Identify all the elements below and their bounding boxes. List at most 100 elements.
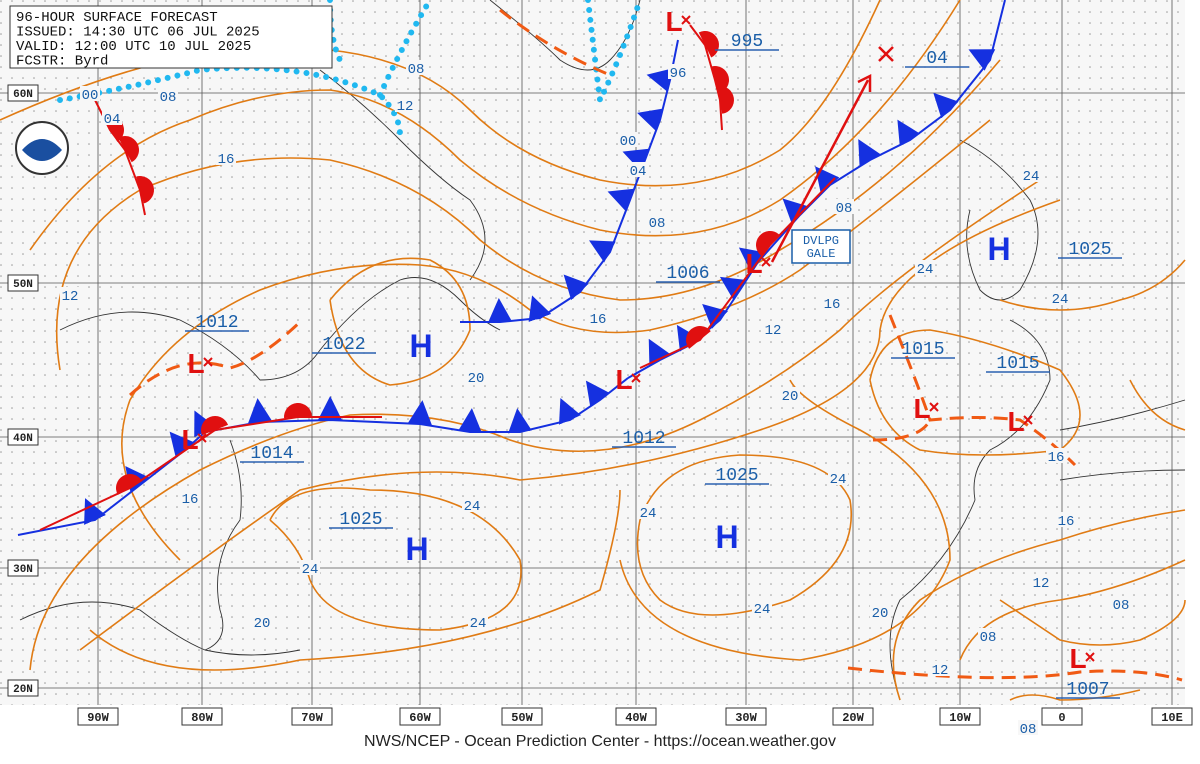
fronts bbox=[17, 0, 1006, 536]
isobar-label: 12 bbox=[765, 323, 782, 339]
isobar-label: 12 bbox=[1033, 576, 1050, 592]
isobar-label-bg bbox=[466, 369, 486, 384]
latitude-label-box bbox=[7, 274, 39, 292]
longitude-label-box bbox=[939, 707, 981, 726]
low-center: L bbox=[187, 348, 204, 379]
longitude-label: 90W bbox=[87, 711, 109, 725]
isobar-label-bg bbox=[406, 60, 426, 75]
central-pressure: 1015 bbox=[996, 354, 1039, 374]
isobar-label: 08 bbox=[408, 62, 425, 78]
isobar-label: 16 bbox=[1048, 450, 1065, 466]
isobar-label: 24 bbox=[1023, 169, 1040, 185]
isobar-label-bg bbox=[1046, 448, 1066, 463]
header-box bbox=[9, 5, 333, 69]
isobar-label: 24 bbox=[917, 262, 934, 278]
isobar-label: 24 bbox=[302, 562, 319, 578]
longitude-label: 10W bbox=[949, 711, 971, 725]
latitude-label: 60N bbox=[13, 89, 33, 101]
low-center-x bbox=[681, 15, 691, 25]
isobar-label-bg bbox=[628, 162, 648, 177]
isobar-label-bg bbox=[828, 470, 848, 485]
low-center-x bbox=[631, 373, 641, 383]
latitude-label: 20N bbox=[13, 684, 33, 696]
isobar-label-bg bbox=[468, 614, 488, 629]
central-pressure: 1015 bbox=[901, 340, 944, 360]
longitude-label-box bbox=[1041, 707, 1083, 726]
isobar-label-bg bbox=[668, 64, 688, 79]
warning-text: DVLPG bbox=[803, 234, 839, 248]
central-pressure: 1012 bbox=[622, 429, 665, 449]
longitude-label: 40W bbox=[625, 711, 647, 725]
isobar-label-bg bbox=[80, 86, 100, 101]
isobar-label-bg bbox=[395, 97, 415, 112]
low-center: L bbox=[913, 393, 930, 424]
isobar-label: 12 bbox=[62, 289, 79, 305]
isobar-label: 20 bbox=[872, 606, 889, 622]
low-center-x bbox=[929, 402, 939, 412]
isobar-label: 08 bbox=[836, 201, 853, 217]
low-center: L bbox=[1007, 406, 1024, 437]
isobar-label-bg bbox=[822, 295, 842, 310]
isobar-label: 12 bbox=[397, 99, 414, 115]
isobar-label-bg bbox=[1050, 290, 1070, 305]
isobar-label: 24 bbox=[470, 616, 487, 632]
isobar-label-bg bbox=[1056, 512, 1076, 527]
longitude-label-box bbox=[832, 707, 874, 726]
isobar-label: 16 bbox=[1058, 514, 1075, 530]
coastlines bbox=[19, 0, 1186, 701]
isobar-label-bg bbox=[588, 310, 608, 325]
isobar-label: 04 bbox=[630, 164, 647, 180]
central-pressure: 1014 bbox=[250, 444, 293, 464]
isobar-label: 24 bbox=[640, 506, 657, 522]
latitude-label-box bbox=[7, 679, 39, 697]
central-pressure: 1012 bbox=[195, 313, 238, 333]
isobar-label-bg bbox=[1021, 167, 1041, 182]
noaa-logo bbox=[15, 121, 69, 175]
isobar-label-bg bbox=[1111, 596, 1131, 611]
header-line: VALID: 12:00 UTC 10 JUL 2025 bbox=[16, 39, 251, 55]
central-pressure: 1022 bbox=[322, 335, 365, 355]
isobar-label-bg bbox=[1018, 720, 1038, 735]
isobar-label-bg bbox=[978, 628, 998, 643]
header-line: FCSTR: Byrd bbox=[16, 54, 108, 70]
longitude-label-box bbox=[77, 707, 119, 726]
footer-credit: NWS/NCEP - Ocean Prediction Center - htt… bbox=[364, 733, 836, 750]
low-center: L bbox=[615, 364, 632, 395]
isobar-label-bg bbox=[752, 600, 772, 615]
isobar-label-bg bbox=[102, 110, 122, 125]
isobar-label: 08 bbox=[160, 90, 177, 106]
longitude-label-box bbox=[1151, 707, 1193, 726]
latitude-label-box bbox=[7, 84, 39, 102]
gale-track bbox=[770, 46, 894, 263]
logo-text: NOAA bbox=[32, 130, 53, 137]
isobar-label-bg bbox=[60, 287, 80, 302]
isobar-label: 16 bbox=[824, 297, 841, 313]
isobar-label-bg bbox=[915, 260, 935, 275]
isobar-label-bg bbox=[647, 214, 667, 229]
isobar-label-bg bbox=[158, 88, 178, 103]
isobar-label: 08 bbox=[1113, 598, 1130, 614]
dot-grid bbox=[0, 0, 1185, 705]
longitude-label-box bbox=[615, 707, 657, 726]
low-center-x bbox=[1023, 415, 1033, 425]
isobar-label: 08 bbox=[649, 216, 666, 232]
isobar-label: 24 bbox=[464, 499, 481, 515]
isobar-label: 20 bbox=[254, 616, 271, 632]
isobar-label: 24 bbox=[830, 472, 847, 488]
low-center: L bbox=[665, 6, 682, 37]
low-center-x bbox=[203, 357, 213, 367]
high-center: H bbox=[715, 519, 738, 555]
isobar-label-bg bbox=[870, 604, 890, 619]
longitude-label: 20W bbox=[842, 711, 864, 725]
longitude-label: 60W bbox=[409, 711, 431, 725]
isobar-label: 00 bbox=[82, 88, 99, 104]
longitude-label-box bbox=[291, 707, 333, 726]
warning-text: GALE bbox=[807, 247, 836, 261]
longitude-label: 30W bbox=[735, 711, 757, 725]
longitude-label-box bbox=[181, 707, 223, 726]
isobar-label: 16 bbox=[218, 152, 235, 168]
isobar-label: 12 bbox=[932, 663, 949, 679]
low-center-x bbox=[1085, 652, 1095, 662]
low-center-x bbox=[761, 257, 771, 267]
latitude-label: 30N bbox=[13, 564, 33, 576]
